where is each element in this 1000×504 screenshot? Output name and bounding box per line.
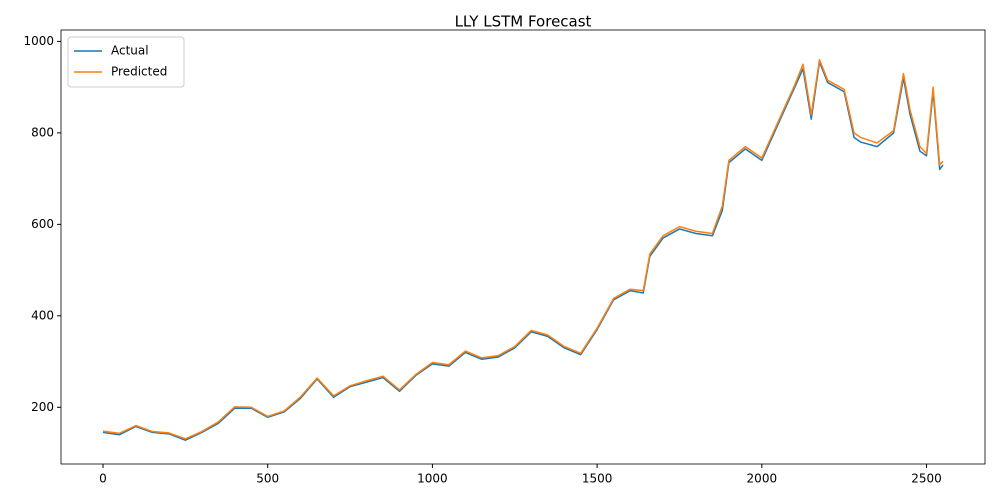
- y-tick-label: 800: [31, 125, 54, 139]
- chart-title: LLY LSTM Forecast: [455, 13, 592, 31]
- series-line: [102, 58, 944, 440]
- series-line: [102, 61, 944, 441]
- x-tick-label: 1500: [582, 472, 613, 486]
- x-tick-label: 2000: [747, 472, 778, 486]
- legend: Actual Predicted: [67, 36, 185, 88]
- legend-label: Predicted: [111, 65, 167, 79]
- x-tick-label: 0: [99, 472, 107, 486]
- x-tick-label: 2500: [911, 472, 942, 486]
- y-tick-label: 600: [31, 217, 54, 231]
- y-tick-label: 200: [31, 400, 54, 414]
- legend-label: Actual: [111, 44, 149, 58]
- plot-frame: [60, 29, 986, 465]
- x-tick-label: 500: [256, 472, 279, 486]
- y-tick-label: 1000: [23, 34, 54, 48]
- legend-box: [67, 36, 185, 88]
- x-tick-label: 1000: [417, 472, 448, 486]
- y-tick-label: 400: [31, 308, 54, 322]
